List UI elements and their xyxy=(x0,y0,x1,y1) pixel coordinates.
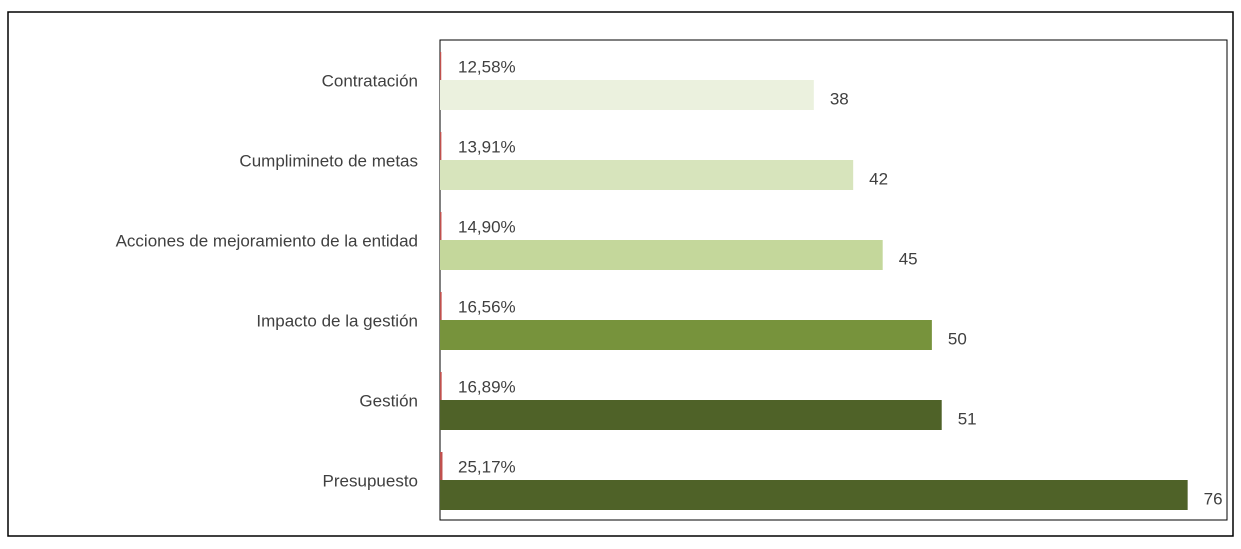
bar xyxy=(440,80,814,110)
bar xyxy=(440,400,942,430)
y-tick-label: Presupuesto xyxy=(323,471,418,490)
data-label: 14,90% xyxy=(458,217,516,236)
y-tick-label: Contratación xyxy=(322,71,418,90)
bar xyxy=(440,132,442,160)
data-label: 42 xyxy=(869,169,888,188)
data-label: 13,91% xyxy=(458,137,516,156)
bar xyxy=(440,292,442,320)
data-label: 45 xyxy=(899,249,918,268)
bar xyxy=(440,212,442,240)
bar xyxy=(440,160,854,190)
data-label: 12,58% xyxy=(458,57,516,76)
data-label: 51 xyxy=(958,409,977,428)
y-tick-label: Impacto de la gestión xyxy=(256,311,418,330)
y-tick-label: Gestión xyxy=(359,391,418,410)
data-label: 25,17% xyxy=(458,457,516,476)
bar xyxy=(440,452,443,480)
plot-area xyxy=(439,39,1228,521)
bar xyxy=(440,240,883,270)
data-label: 50 xyxy=(948,329,967,348)
bar xyxy=(440,372,442,400)
data-label: 76 xyxy=(1204,489,1223,508)
y-tick-label: Cumplimineto de metas xyxy=(239,151,418,170)
data-label: 16,89% xyxy=(458,377,516,396)
bar xyxy=(440,480,1188,510)
data-label: 16,56% xyxy=(458,297,516,316)
bar xyxy=(440,52,442,80)
data-label: 38 xyxy=(830,89,849,108)
y-tick-label: Acciones de mejoramiento de la entidad xyxy=(116,231,418,250)
bar xyxy=(440,320,932,350)
